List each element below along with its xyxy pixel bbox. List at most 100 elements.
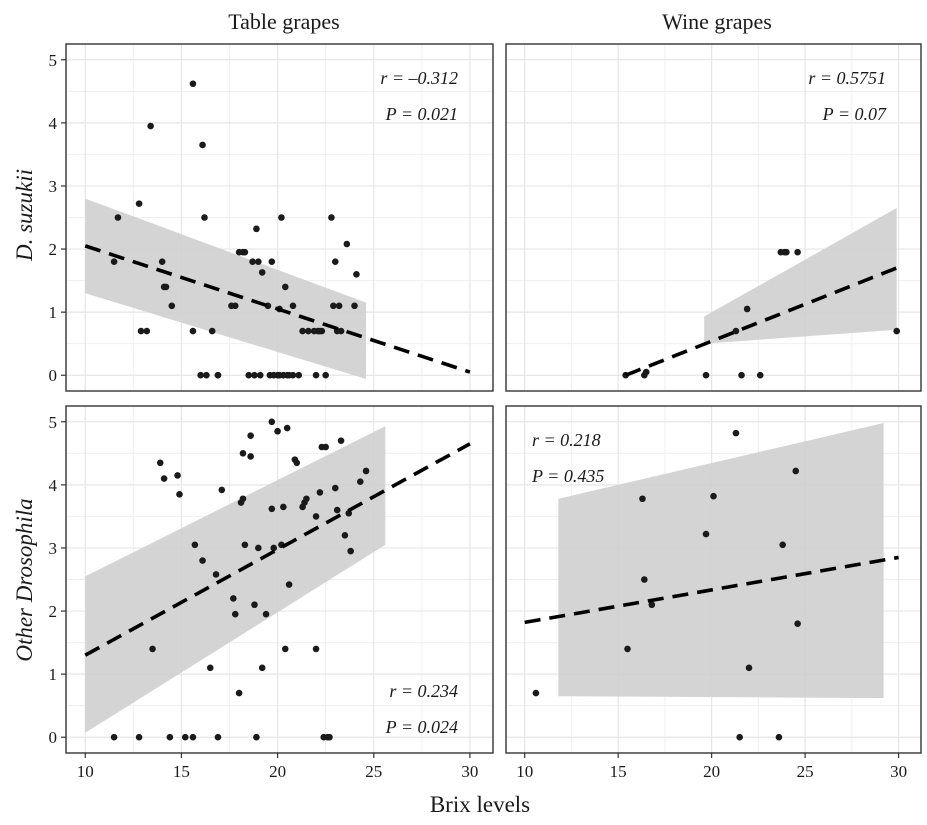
trend-line — [84, 442, 471, 657]
data-point — [285, 581, 293, 588]
data-point — [235, 689, 243, 697]
confidence-band — [85, 198, 367, 380]
panel-frame — [65, 405, 494, 754]
stat-p-label: P = 0.07 — [822, 104, 887, 124]
data-point — [249, 258, 256, 265]
data-point — [362, 467, 370, 475]
data-point — [280, 503, 287, 511]
data-point — [247, 453, 254, 460]
data-point — [258, 664, 266, 672]
data-point — [230, 595, 237, 602]
data-point — [253, 733, 260, 741]
data-point — [203, 371, 210, 379]
data-point — [532, 689, 540, 697]
x-tick-label: 25 — [365, 762, 382, 781]
data-point — [258, 269, 266, 276]
x-tick-label: 30 — [461, 762, 478, 781]
data-point — [732, 429, 740, 437]
panel-2: 0 1 2 3 4 5 10 15 20 25 30 r = 0.234 P = 0.024 — [49, 405, 494, 781]
panel-frame — [505, 43, 922, 392]
data-point — [893, 327, 900, 335]
data-point — [281, 645, 289, 653]
data-point — [335, 302, 343, 310]
data-point — [137, 327, 145, 335]
data-point — [189, 327, 197, 335]
data-point — [241, 541, 249, 549]
y-tick-label: 4 — [49, 476, 58, 495]
data-point — [343, 240, 351, 248]
confidence-band — [85, 426, 386, 733]
stat-r-label: r = 0.234 — [389, 681, 458, 701]
trend-line — [524, 555, 899, 625]
x-tick-label: 10 — [77, 762, 94, 781]
data-point — [347, 547, 354, 555]
x-tick-label: 15 — [173, 762, 190, 781]
x-tick-label: 10 — [516, 762, 533, 781]
data-point — [247, 432, 254, 439]
column-title-wine-grapes: Wine grapes — [662, 9, 772, 34]
x-axis-title: Brix levels — [430, 792, 530, 817]
data-point — [135, 733, 143, 741]
data-point — [289, 302, 297, 310]
y-tick-label: 4 — [49, 114, 58, 133]
data-point — [149, 645, 156, 653]
data-point — [702, 371, 710, 379]
data-point — [322, 371, 329, 379]
data-point — [756, 371, 764, 379]
panel-frame — [65, 43, 494, 392]
data-point — [262, 610, 270, 618]
data-point — [642, 368, 650, 376]
data-point — [239, 495, 247, 503]
row-title-d-suzukii: D. suzukii — [12, 169, 37, 262]
data-point — [353, 270, 360, 278]
data-point — [624, 645, 631, 653]
data-point — [794, 620, 801, 627]
y-tick-label: 0 — [49, 728, 58, 747]
data-point — [331, 484, 339, 492]
data-point — [345, 509, 353, 517]
data-point — [189, 733, 197, 741]
data-point — [639, 495, 646, 503]
confidence-band — [704, 208, 897, 344]
stat-p-label: P = 0.021 — [385, 104, 458, 124]
data-point — [160, 475, 168, 482]
data-point — [156, 459, 164, 467]
data-point — [303, 495, 310, 503]
panel-frame — [505, 405, 922, 754]
x-tick-label: 20 — [703, 762, 720, 781]
stat-r-label: r = 0.218 — [532, 430, 601, 450]
data-point — [641, 576, 648, 583]
data-point — [745, 664, 753, 672]
y-tick-label: 2 — [49, 240, 58, 259]
data-point — [231, 302, 239, 310]
data-point — [295, 371, 303, 379]
data-point — [212, 571, 220, 578]
data-point — [333, 506, 341, 514]
data-point — [239, 450, 247, 457]
data-point — [356, 478, 364, 486]
data-point — [341, 532, 349, 539]
stat-p-label: P = 0.435 — [531, 466, 604, 486]
data-point — [110, 733, 118, 741]
data-point — [208, 327, 216, 335]
data-point — [305, 327, 312, 335]
data-point — [278, 214, 285, 221]
panels: 0 1 2 3 4 5 r = –0.312 P = 0.021 r = 0.5751 P = 0… — [49, 43, 922, 781]
x-tick-label: 25 — [797, 762, 814, 781]
data-point — [322, 443, 329, 451]
data-point — [162, 283, 170, 291]
x-tick-label: 30 — [890, 762, 907, 781]
data-point — [231, 610, 239, 618]
data-point — [181, 733, 189, 741]
data-point — [174, 472, 181, 479]
y-tick-label: 5 — [49, 51, 58, 70]
data-point — [732, 327, 740, 335]
data-point — [337, 327, 345, 335]
data-point — [312, 645, 320, 653]
data-point — [191, 541, 199, 549]
data-point — [256, 371, 264, 379]
panel-1: r = 0.5751 P = 0.07 — [505, 43, 922, 392]
data-point — [710, 492, 717, 500]
x-tick-label: 15 — [610, 762, 627, 781]
